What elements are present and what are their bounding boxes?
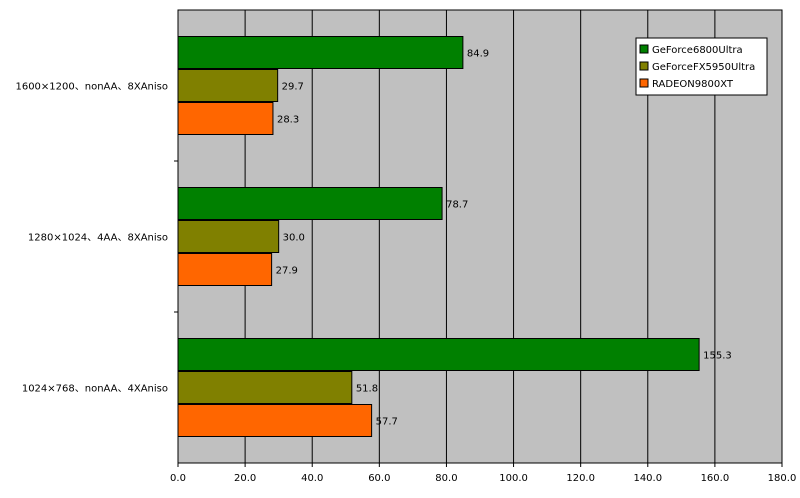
legend-swatch — [639, 44, 649, 54]
y-category-label: 1600×1200、nonAA、8XAniso — [15, 82, 168, 93]
x-tick-label: 160.0 — [701, 473, 730, 484]
bar-1-2 — [177, 371, 353, 404]
legend-swatch — [639, 61, 649, 71]
legend-swatch — [639, 78, 649, 88]
data-label: 30.0 — [283, 233, 305, 244]
x-tick-label: 100.0 — [499, 473, 528, 484]
bar-1-1 — [177, 220, 280, 253]
bar-1-0 — [177, 69, 279, 102]
x-tick-label: 120.0 — [566, 473, 595, 484]
x-tick-label: 180.0 — [768, 473, 797, 484]
data-label: 78.7 — [446, 200, 468, 211]
bar-2-0 — [177, 102, 274, 135]
bar-0-2 — [177, 338, 700, 371]
legend-label: GeForce6800Ultra — [652, 45, 743, 56]
legend-label: GeForceFX5950Ultra — [652, 62, 755, 73]
x-tick-label: 40.0 — [301, 473, 323, 484]
x-tick-label: 60.0 — [368, 473, 390, 484]
x-tick-label: 0.0 — [170, 473, 186, 484]
y-category-label: 1024×768、nonAA、4XAniso — [22, 384, 168, 395]
bar-0-1 — [177, 187, 443, 220]
bar-2-1 — [177, 253, 273, 286]
bar-2-2 — [177, 404, 373, 437]
data-label: 28.3 — [277, 115, 299, 126]
x-tick-label: 20.0 — [234, 473, 256, 484]
data-label: 51.8 — [356, 384, 378, 395]
legend-label: RADEON9800XT — [652, 79, 734, 90]
data-label: 29.7 — [282, 82, 304, 93]
legend — [635, 37, 768, 96]
bar-0-0 — [177, 36, 464, 69]
y-category-label: 1280×1024、4AA、8XAniso — [28, 233, 168, 244]
data-label: 57.7 — [376, 417, 398, 428]
data-label: 155.3 — [703, 351, 732, 362]
x-tick-label: 140.0 — [633, 473, 662, 484]
data-label: 84.9 — [467, 49, 489, 60]
data-label: 27.9 — [276, 266, 298, 277]
x-tick-label: 80.0 — [435, 473, 457, 484]
